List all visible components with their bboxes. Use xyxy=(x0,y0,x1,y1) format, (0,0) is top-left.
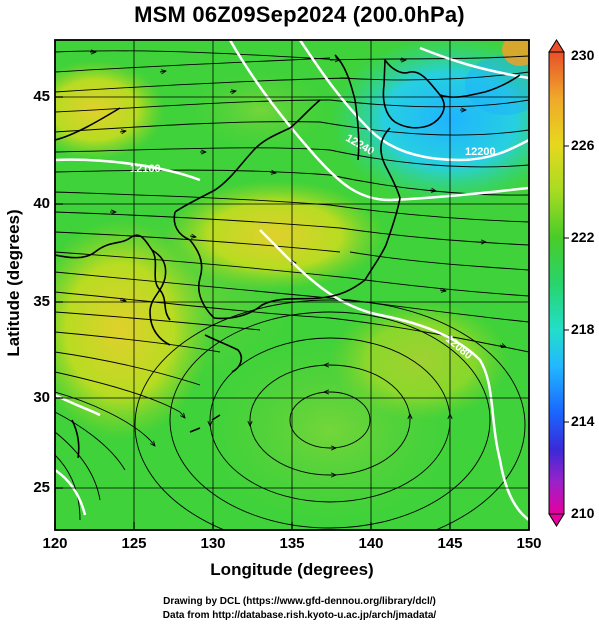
credit-data: Data from http://database.rish.kyoto-u.a… xyxy=(162,610,437,621)
axes-frame xyxy=(54,39,530,531)
colorbar-max-arrow xyxy=(548,39,565,53)
credit-drawing: Drawing by DCL (https://www.gfd-dennou.o… xyxy=(163,596,436,607)
y-axis-label: Latitude (degrees) xyxy=(4,209,23,357)
x-tick-label: 135 xyxy=(279,535,305,552)
colorbar xyxy=(548,39,569,527)
temperature-field xyxy=(55,40,529,530)
grid xyxy=(55,40,529,530)
y-tick-label: 45 xyxy=(33,88,50,105)
y-tick-label: 35 xyxy=(33,293,50,310)
y-tick-label: 25 xyxy=(33,479,50,496)
x-tick-label: 125 xyxy=(121,535,147,552)
x-tick-label: 120 xyxy=(42,535,68,552)
x-tick-label: 130 xyxy=(200,535,226,552)
x-axis-label: Longitude (degrees) xyxy=(210,560,374,579)
chart-title: MSM 06Z09Sep2024 (200.0hPa) xyxy=(134,2,465,27)
x-tick-label: 140 xyxy=(358,535,384,552)
x-tick-label: 150 xyxy=(516,535,542,552)
colorbar-tick-label: 214 xyxy=(571,413,595,429)
colorbar-tick-label: 218 xyxy=(571,321,595,337)
colorbar-min-arrow xyxy=(548,513,565,527)
contour-label: 12200 xyxy=(465,146,496,158)
y-tick-label: 30 xyxy=(33,389,50,406)
wind-streamlines xyxy=(55,51,529,530)
x-tick-label: 145 xyxy=(437,535,463,552)
colorbar-tick-label: 222 xyxy=(571,229,595,245)
colorbar-tick-label: 210 xyxy=(571,505,595,521)
y-tick-label: 40 xyxy=(33,195,50,212)
contour-label: 12160 xyxy=(130,163,161,175)
height-contours xyxy=(55,40,529,522)
colorbar-tick-label: 230 xyxy=(571,47,595,63)
colorbar-tick-label: 226 xyxy=(571,137,595,153)
